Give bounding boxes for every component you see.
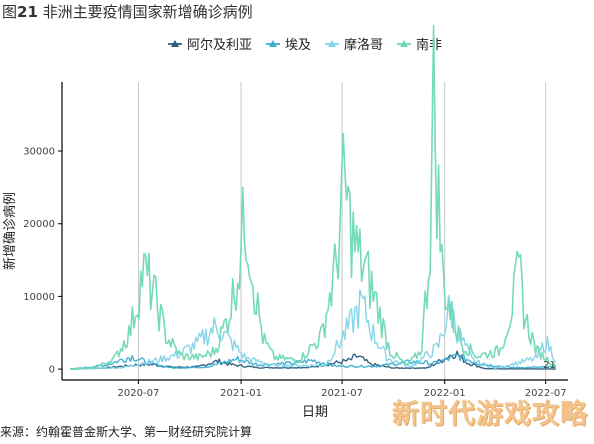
series-line-2 [70, 289, 557, 370]
x-axis-title: 日期 [302, 405, 328, 420]
legend-marker-0 [171, 40, 179, 47]
end-annotation: 21 [543, 360, 556, 371]
x-tick-label: 2022-01 [424, 388, 466, 399]
source-note: 来源：约翰霍普金斯大学、第一财经研究院计算 [0, 425, 253, 439]
y-tick-label: 20000 [23, 219, 55, 230]
legend-label-0: 阿尔及利亚 [187, 38, 252, 53]
y-tick-label: 30000 [23, 147, 55, 158]
legend-marker-3 [400, 40, 408, 47]
tick-labels: 0 10000 20000 30000 2020-07 2021-01 2021-07 202… [23, 147, 566, 399]
series-line-0 [70, 350, 556, 370]
chart-title: 图21 非洲主要疫情国家新增确诊病例 [2, 3, 253, 21]
axes [58, 82, 568, 384]
legend-label-2: 摩洛哥 [344, 37, 383, 53]
x-tick-label: 2021-07 [321, 388, 363, 399]
x-tick-label: 2022-07 [525, 388, 567, 399]
legend: 阿尔及利亚 埃及 摩洛哥 南非 [168, 37, 442, 53]
x-tick-label: 2020-07 [118, 388, 160, 399]
legend-marker-2 [328, 40, 336, 47]
series-lines [70, 24, 557, 370]
y-tick-label: 10000 [23, 292, 55, 303]
watermark: 新时代游戏攻略 [392, 399, 588, 430]
series-line-3 [70, 24, 557, 370]
legend-marker-1 [269, 40, 277, 47]
x-tick-label: 2021-01 [220, 388, 262, 399]
y-tick-label: 0 [49, 365, 55, 376]
legend-label-3: 南非 [416, 37, 442, 53]
y-axis-title: 新增确诊病例 [2, 192, 18, 270]
legend-label-1: 埃及 [285, 38, 311, 53]
